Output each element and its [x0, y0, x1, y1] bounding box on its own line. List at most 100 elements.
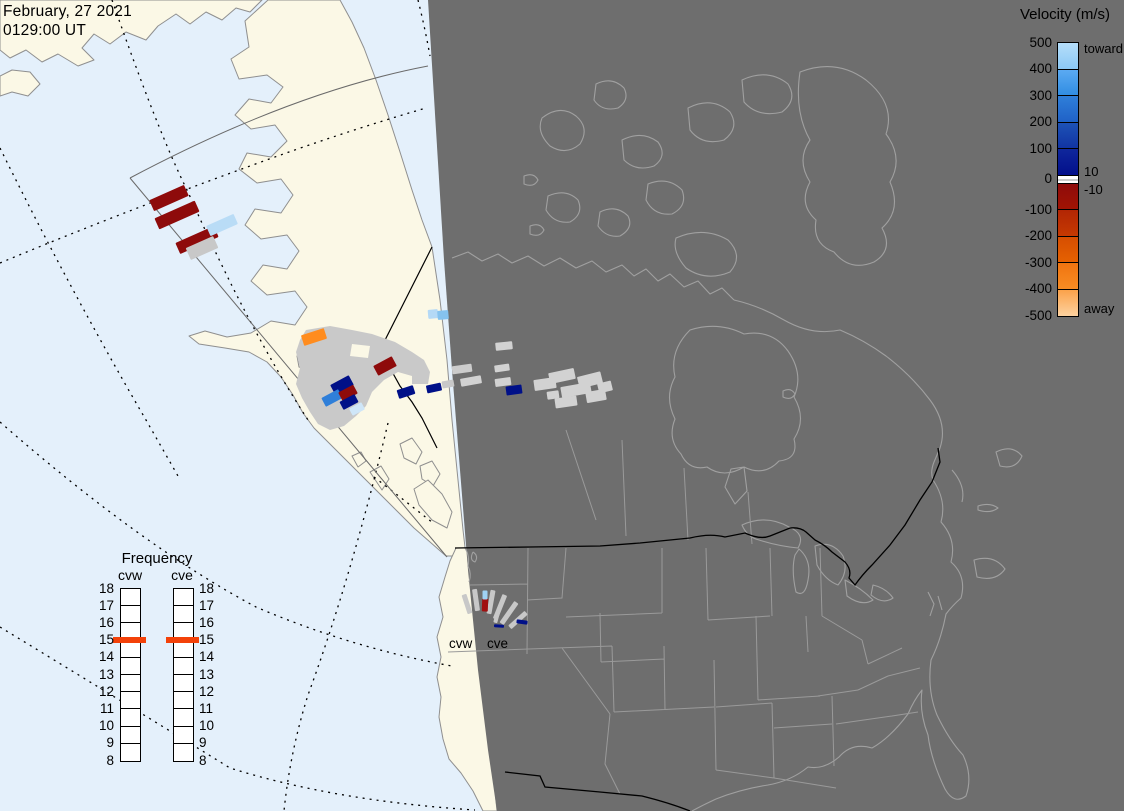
frequency-tick-label: 9 [106, 735, 114, 751]
radar-cell-vel [427, 309, 439, 319]
frequency-scale-cell [174, 606, 193, 624]
frequency-scale-column [120, 588, 141, 762]
frequency-tick-label: 16 [199, 614, 215, 630]
radar-cell-vel [481, 598, 489, 612]
velocity-tick-label: -500 [1024, 307, 1052, 323]
frequency-tick-label: 12 [98, 683, 114, 699]
velocity-away-label: away [1084, 301, 1115, 316]
velocity-tick-label: 400 [1029, 61, 1052, 76]
frequency-tick-label: 13 [98, 666, 114, 682]
radar-cell-ground [577, 371, 603, 389]
radar-cell-vel [493, 624, 505, 628]
radar-cell-vel [426, 382, 442, 394]
land-island-3 [399, 437, 423, 465]
land-chukotka [0, 0, 263, 67]
radar-cell-vel [206, 214, 238, 236]
frequency-tick-label: 11 [99, 700, 114, 716]
frequency-scale-cell [121, 692, 140, 710]
velocity-color-segment [1058, 210, 1078, 237]
frequency-tick-label: 15 [199, 632, 215, 648]
velocity-legend-title: Velocity (m/s) [1019, 6, 1110, 23]
timestamp-time: 0129:00 UT [3, 22, 86, 39]
frequency-tick-label: 17 [199, 597, 215, 613]
frequency-scale-cell [174, 675, 193, 693]
frequency-tick-label: 10 [199, 718, 215, 734]
radar-cell-ground [451, 363, 473, 375]
velocity-color-segment [1058, 289, 1078, 316]
frequency-tick-label: 14 [98, 649, 114, 665]
velocity-tick-label: -400 [1024, 281, 1052, 296]
velocity-color-segment [1058, 69, 1078, 96]
frequency-scale-cell [121, 589, 140, 607]
magnetic-graticule [0, 0, 476, 811]
radar-cell-beam [493, 608, 501, 624]
frequency-tick-label: 14 [199, 649, 215, 665]
radar-cell-ground [441, 379, 455, 389]
frequency-tick-label: 12 [199, 683, 215, 699]
radar-cell-vel [175, 226, 219, 254]
radar-cell-ground [548, 368, 576, 384]
velocity-tick-label: 500 [1029, 34, 1052, 50]
frequency-scale-cell [174, 709, 193, 727]
frequency-radar-code: cve [171, 567, 193, 583]
frequency-scale-cell [121, 744, 140, 761]
timestamp: February, 27 2021 0129:00 UT [3, 2, 132, 40]
velocity-color-segment [1058, 236, 1078, 263]
velocity-colorbar [1057, 42, 1079, 317]
frequency-scale-cell [174, 692, 193, 710]
frequency-scale-column [173, 588, 194, 762]
radar-cell-ground [495, 341, 513, 351]
velocity-tick-label: 0 [1044, 171, 1052, 186]
radar-cell-beam [486, 589, 496, 615]
velocity-zero-band [1058, 175, 1078, 184]
night-coastlines [451, 66, 1023, 811]
frequency-scale-cell [174, 744, 193, 761]
frequency-tick-label: 9 [199, 735, 207, 751]
radar-cell-vel [505, 384, 523, 396]
velocity-color-segment [1058, 96, 1078, 123]
velocity-color-segment [1058, 122, 1078, 149]
frequency-current-marker [166, 636, 199, 643]
frequency-scale-cell [121, 641, 140, 658]
us-mexico-border [504, 771, 691, 811]
frequency-scale-cell [174, 727, 193, 744]
frequency-tick-label: 16 [98, 614, 114, 630]
radar-cell-ground [554, 395, 578, 409]
velocity-tick-label: -300 [1024, 254, 1052, 270]
frequency-current-marker [113, 636, 146, 643]
velocity-color-segment [1058, 263, 1078, 290]
radar-cell-ground [597, 380, 613, 394]
frequency-tick-label: 11 [199, 700, 214, 716]
land-island-4 [419, 460, 441, 487]
radar-label-cve: cve [487, 636, 508, 651]
radar-cell-vel [373, 356, 397, 376]
radar-cell-ground [494, 363, 510, 373]
radar-cell-beam [499, 601, 519, 625]
us-canada-border [454, 447, 941, 587]
velocity-tick-label: 300 [1029, 87, 1052, 103]
frequency-tick-label: 18 [199, 580, 215, 596]
radar-cell-ground [546, 390, 560, 400]
radar-cell-vel [301, 328, 327, 346]
frequency-scale-cell [121, 709, 140, 727]
land-alaska [188, 0, 467, 557]
radar-cell-ground [494, 377, 512, 387]
radar-cells-layer [149, 185, 613, 629]
frequency-radar-code: cvw [117, 567, 143, 583]
land-chukotka-south [0, 69, 41, 97]
frequency-tick-label: 18 [98, 580, 114, 596]
land-panhandle-island-2 [369, 465, 390, 491]
radar-cell-vel [349, 402, 365, 416]
velocity-minus10-label: -10 [1084, 182, 1103, 197]
radar-label-cvw: cvw [449, 636, 473, 651]
radar-cell-vel [154, 200, 200, 230]
radar-cell-vel [437, 310, 449, 320]
frequency-tick-label: 8 [106, 752, 114, 768]
radar-cell-beam [461, 593, 473, 615]
frequency-tick-label: 10 [98, 718, 114, 734]
frequency-scale-cell [174, 641, 193, 658]
national-borders [454, 447, 941, 811]
velocity-tick-label: -100 [1024, 201, 1052, 217]
